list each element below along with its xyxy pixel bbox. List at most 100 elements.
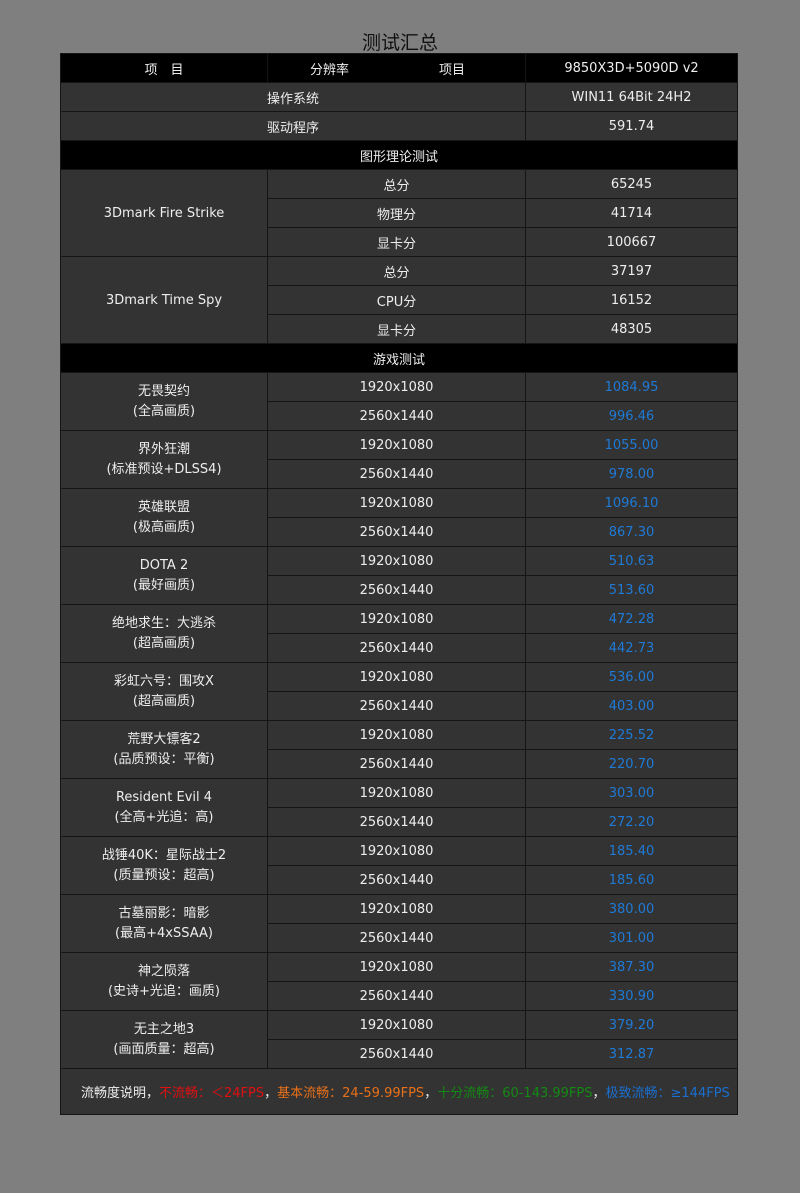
benchmark-name: 3Dmark Fire Strike — [60, 169, 268, 257]
game-name: 彩虹六号：围攻X — [114, 673, 214, 689]
benchmark-label: 物理分 — [267, 198, 526, 228]
game-row: 界外狂潮 (标准预设+DLSS4) 1920x1080 1055.00 — [60, 430, 738, 489]
game-row: 无主之地3 (画面质量：超高) 1920x1080 379.20 — [60, 1010, 738, 1069]
resolution: 1920x1080 — [267, 778, 526, 808]
fps-value: 996.46 — [525, 401, 738, 431]
resolution: 2560x1440 — [267, 459, 526, 489]
game-setting: (超高画质) — [132, 693, 196, 709]
game-setting: (超高画质) — [132, 635, 196, 651]
fps-value: 303.00 — [525, 778, 738, 808]
system-row: 操作系统 WIN11 64Bit 24H2 — [60, 82, 738, 112]
game-setting: (画面质量：超高) — [113, 1041, 215, 1057]
resolution: 2560x1440 — [267, 401, 526, 431]
benchmark-row: 3Dmark Time Spy 总分 37197 — [60, 256, 738, 344]
benchmark-score: 37197 — [525, 256, 738, 286]
legend-item: 基本流畅：24-59.99FPS — [277, 1086, 425, 1101]
resolution: 1920x1080 — [267, 894, 526, 924]
benchmark-label: CPU分 — [267, 285, 526, 315]
fps-value: 1084.95 — [525, 372, 738, 402]
header-row: 项 目 分辨率 项目 9850X3D+5090D v2 — [60, 53, 738, 83]
resolution: 1920x1080 — [267, 952, 526, 982]
game-setting: (全高画质) — [132, 403, 196, 419]
resolution: 2560x1440 — [267, 807, 526, 837]
game-row: 2560x1440 513.60 — [61, 575, 738, 605]
game-cell: Resident Evil 4 (全高+光追：高) — [60, 778, 268, 837]
resolution: 2560x1440 — [267, 575, 526, 605]
resolution: 2560x1440 — [267, 923, 526, 953]
game-setting: (最好画质) — [132, 577, 196, 593]
game-row: 2560x1440 330.90 — [61, 981, 738, 1011]
legend-separator: ， — [264, 1086, 278, 1101]
legend-cell: 流畅度说明，不流畅：＜24FPS，基本流畅：24-59.99FPS，十分流畅：6… — [60, 1068, 738, 1115]
fps-value: 380.00 — [525, 894, 738, 924]
benchmark-row: 3Dmark Fire Strike 总分 65245 — [60, 169, 738, 257]
game-row: Resident Evil 4 (全高+光追：高) 1920x1080 303.00 — [60, 778, 738, 837]
game-cell: 古墓丽影：暗影 (最高+4xSSAA) — [60, 894, 268, 953]
fps-value: 442.73 — [525, 633, 738, 663]
fps-value: 510.63 — [525, 546, 738, 576]
header-resolution: 分辨率 — [310, 62, 350, 78]
benchmark-score: 41714 — [525, 198, 738, 228]
resolution: 2560x1440 — [267, 865, 526, 895]
game-row: 2560x1440 185.60 — [61, 865, 738, 895]
fps-value: 185.40 — [525, 836, 738, 866]
game-cell: 无畏契约 (全高画质) — [60, 372, 268, 431]
game-cell: 英雄联盟 (极高画质) — [60, 488, 268, 547]
benchmark-label: 显卡分 — [267, 314, 526, 344]
game-row: 无畏契约 (全高画质) 1920x1080 1084.95 — [60, 372, 738, 431]
resolution: 2560x1440 — [267, 1039, 526, 1069]
benchmark-name: 3Dmark Time Spy — [60, 256, 268, 344]
game-row: 英雄联盟 (极高画质) 1920x1080 1096.10 — [60, 488, 738, 547]
section-games: 游戏测试 — [60, 343, 738, 373]
game-name: Resident Evil 4 — [115, 789, 213, 805]
game-name: 界外狂潮 — [137, 441, 190, 457]
fps-value: 330.90 — [525, 981, 738, 1011]
system-label: 操作系统 — [60, 82, 526, 112]
fps-value: 1096.10 — [525, 488, 738, 518]
fps-value: 978.00 — [525, 459, 738, 489]
fps-value: 387.30 — [525, 952, 738, 982]
game-name: 绝地求生：大逃杀 — [111, 615, 216, 631]
resolution: 1920x1080 — [267, 836, 526, 866]
game-cell: 界外狂潮 (标准预设+DLSS4) — [60, 430, 268, 489]
game-cell: 战锤40K：星际战士2 (质量预设：超高) — [60, 836, 268, 895]
resolution: 2560x1440 — [267, 633, 526, 663]
fps-value: 185.60 — [525, 865, 738, 895]
resolution: 1920x1080 — [267, 546, 526, 576]
header-config: 9850X3D+5090D v2 — [525, 53, 738, 83]
benchmark-score: 65245 — [525, 169, 738, 199]
game-row: DOTA 2 (最好画质) 1920x1080 510.63 — [60, 546, 738, 605]
header-middle: 分辨率 项目 — [267, 53, 526, 83]
benchmark-label: 总分 — [267, 256, 526, 286]
game-setting: (最高+4xSSAA) — [115, 925, 213, 941]
game-name: DOTA 2 — [139, 557, 189, 573]
resolution: 2560x1440 — [267, 691, 526, 721]
game-name: 英雄联盟 — [137, 499, 190, 515]
game-row: 2560x1440 220.70 — [61, 749, 738, 779]
benchmark-score: 16152 — [525, 285, 738, 315]
resolution: 1920x1080 — [267, 662, 526, 692]
game-row: 彩虹六号：围攻X (超高画质) 1920x1080 536.00 — [60, 662, 738, 721]
game-cell: 彩虹六号：围攻X (超高画质) — [60, 662, 268, 721]
legend-item: 极致流畅：≥144FPS — [605, 1086, 730, 1101]
legend-separator: ， — [592, 1086, 606, 1101]
game-setting: (标准预设+DLSS4) — [106, 461, 222, 477]
fps-value: 536.00 — [525, 662, 738, 692]
fps-value: 225.52 — [525, 720, 738, 750]
system-row: 驱动程序 591.74 — [60, 111, 738, 141]
benchmark-row: 显卡分 48305 — [61, 314, 738, 344]
benchmark-row: 物理分 41714 — [61, 198, 738, 228]
system-value: 591.74 — [525, 111, 738, 141]
resolution: 2560x1440 — [267, 749, 526, 779]
resolution: 2560x1440 — [267, 981, 526, 1011]
section-row: 游戏测试 — [60, 343, 738, 373]
benchmark-label: 显卡分 — [267, 227, 526, 257]
game-name: 古墓丽影：暗影 — [118, 905, 210, 921]
fps-value: 403.00 — [525, 691, 738, 721]
resolution: 2560x1440 — [267, 517, 526, 547]
benchmark-row: CPU分 16152 — [61, 285, 738, 315]
game-cell: 荒野大镖客2 (品质预设：平衡) — [60, 720, 268, 779]
fps-value: 513.60 — [525, 575, 738, 605]
game-row: 神之陨落 (史诗+光追：画质) 1920x1080 387.30 — [60, 952, 738, 1011]
page-title: 测试汇总 — [361, 32, 438, 54]
